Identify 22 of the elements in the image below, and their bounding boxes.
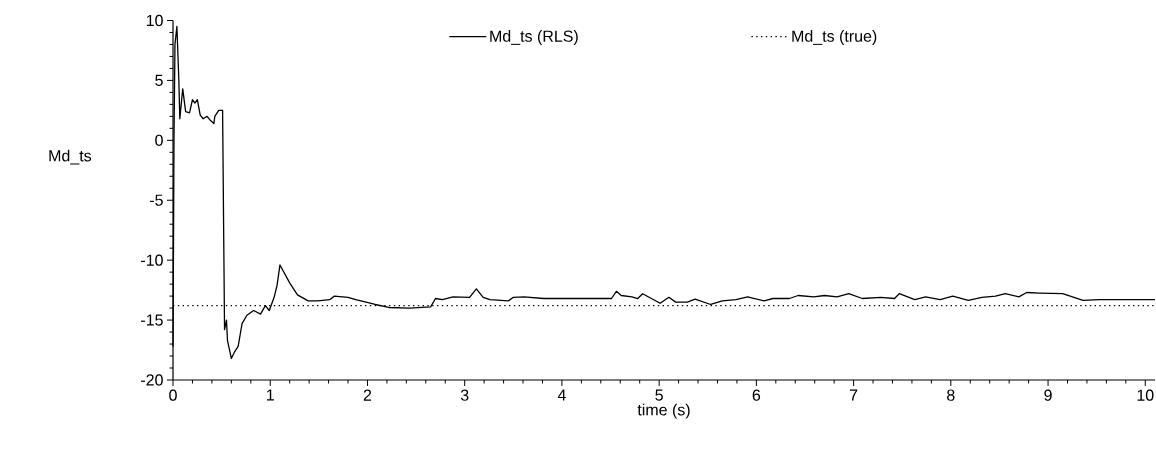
x-tick-label: 5: [655, 389, 663, 401]
x-tick-label: 0: [169, 389, 177, 401]
x-tick-label: 9: [1044, 389, 1052, 401]
x-tick-label: 1: [267, 389, 274, 401]
x-tick-label: 8: [947, 389, 955, 401]
legend-label: Md_ts (RLS): [490, 30, 578, 45]
legend-label: Md_ts (true): [792, 30, 877, 45]
x-tick-label: 4: [557, 389, 566, 401]
x-tick-label: 6: [752, 389, 761, 401]
x-tick-label: 3: [460, 389, 469, 401]
y-tick-label: -10: [141, 254, 163, 266]
x-axis-title: time (s): [637, 403, 690, 419]
y-tick-label: 10: [146, 14, 163, 27]
y-tick-label: -15: [141, 314, 163, 326]
y-tick-label: 0: [155, 134, 163, 146]
x-tick-label: 7: [849, 389, 858, 401]
y-tick-label: -20: [141, 374, 163, 386]
y-tick-label: 5: [155, 74, 163, 86]
y-axis-title: Md_ts: [49, 149, 92, 165]
x-tick-label: 10: [1137, 389, 1154, 401]
x-tick-label: 2: [363, 389, 372, 401]
y-tick-label: -5: [149, 194, 163, 206]
